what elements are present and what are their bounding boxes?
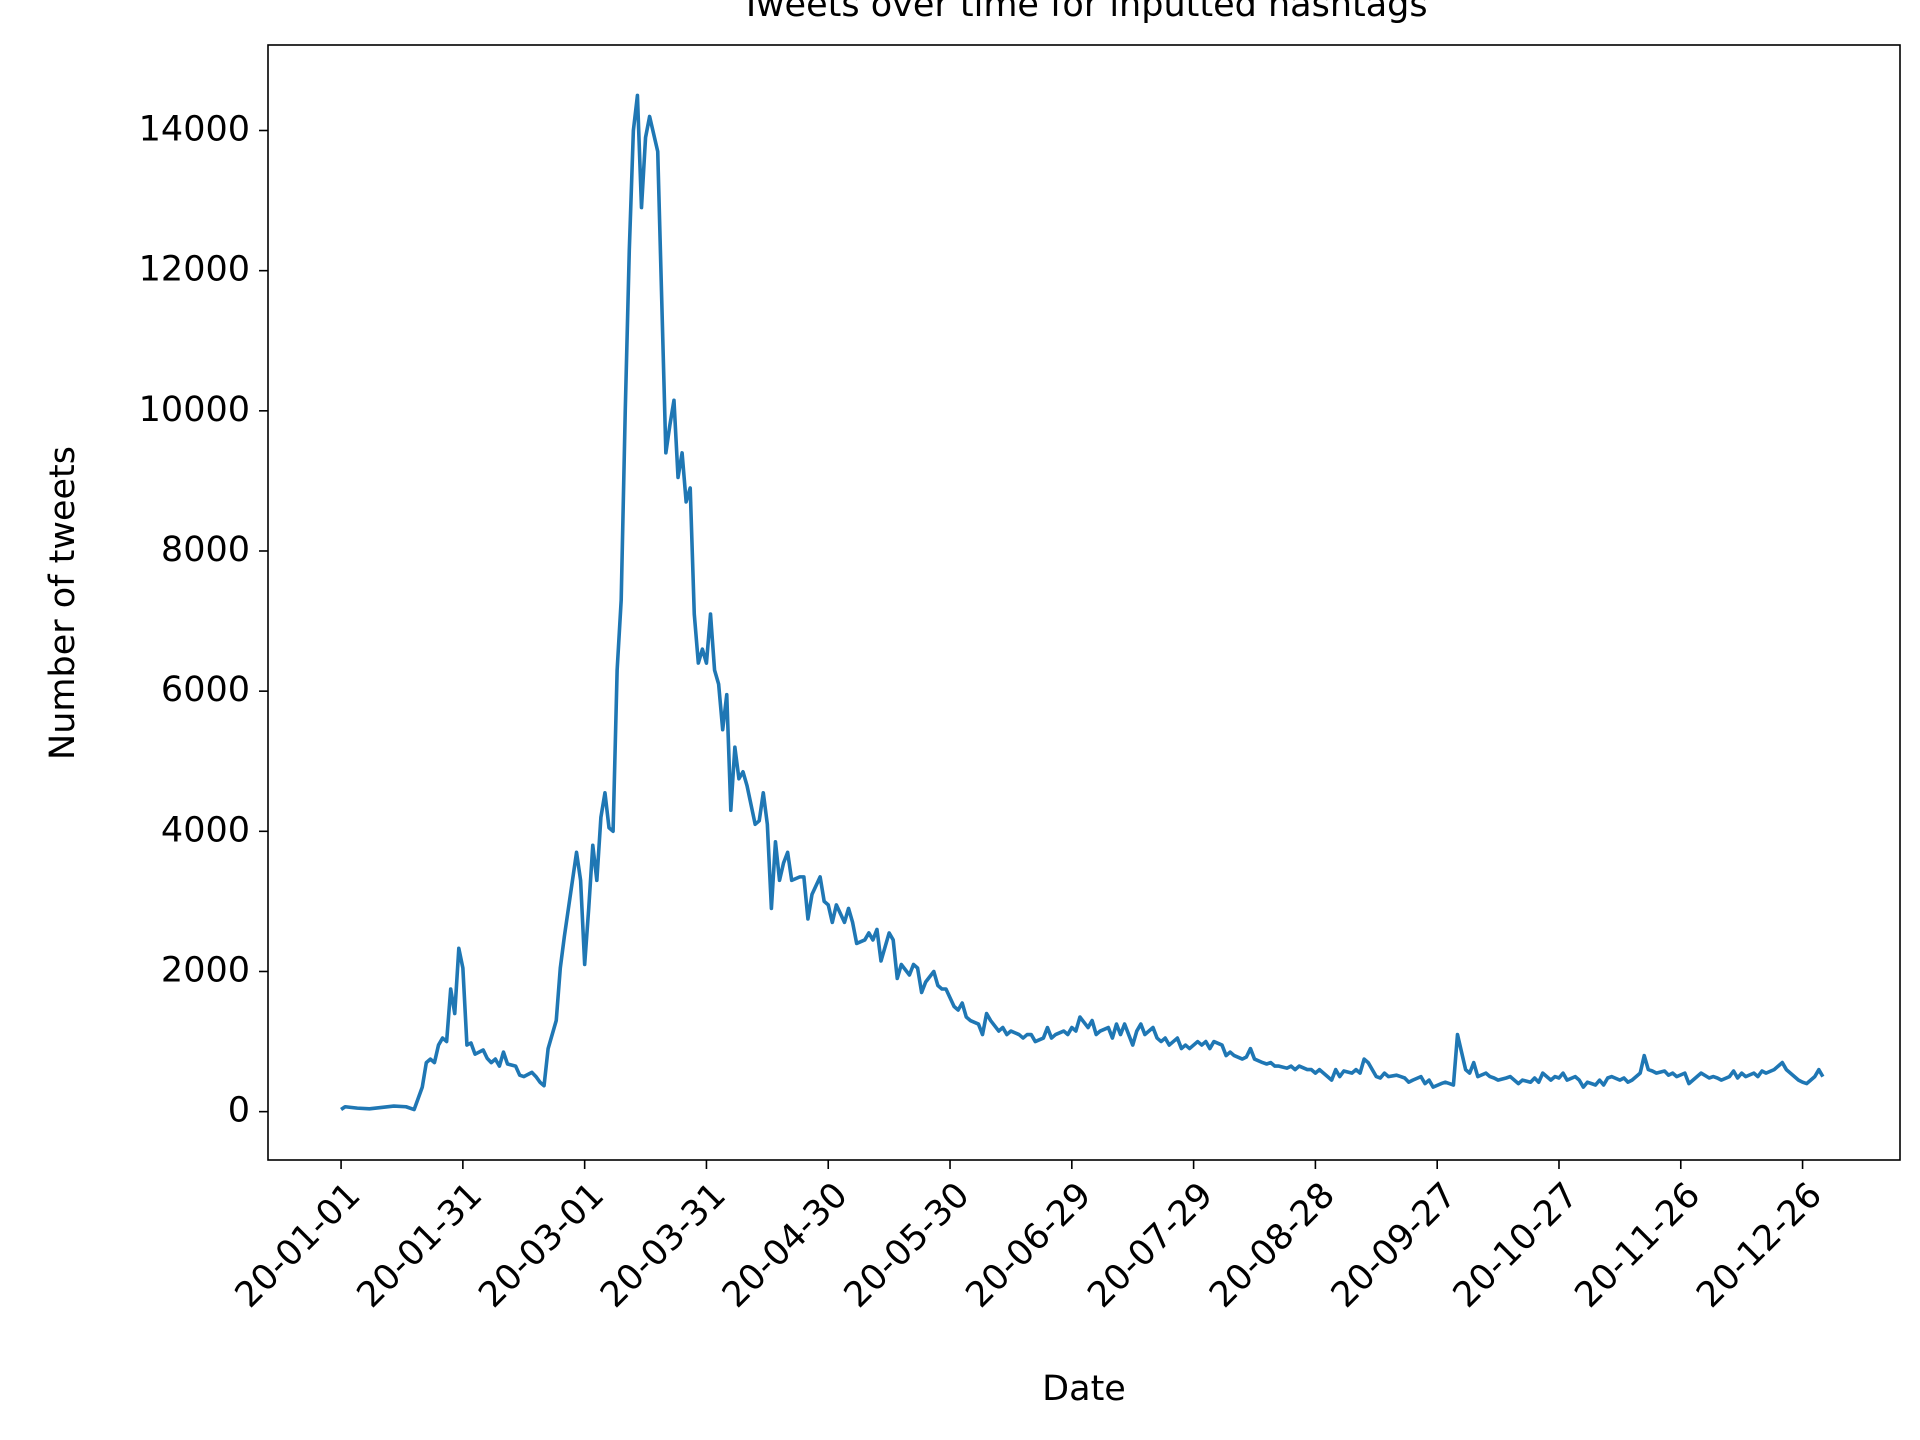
x-tick-label: 20-11-26 [1568,1175,1709,1316]
x-tick-label: 20-08-28 [1202,1175,1343,1316]
x-tick-label: 20-01-31 [350,1175,491,1316]
y-tick-label: 4000 [161,810,250,850]
x-tick-label: 20-10-27 [1446,1175,1587,1316]
y-tick-label: 14000 [139,109,250,149]
x-tick-label: 20-09-27 [1324,1175,1465,1316]
x-tick-label: 20-07-29 [1080,1175,1221,1316]
y-tick-label: 0 [228,1091,250,1131]
x-axis-label: Date [1042,1369,1126,1409]
x-tick-label: 20-03-31 [593,1175,734,1316]
axes-frame [267,44,1901,1161]
x-tick-label: 20-12-26 [1689,1175,1830,1316]
y-tick-label: 10000 [139,390,250,430]
y-tick-label: 8000 [161,530,250,570]
x-tick-label: 20-04-30 [715,1175,856,1316]
x-tick-label: 20-03-01 [471,1175,612,1316]
y-tick-label: 12000 [139,250,250,290]
x-tick-label: 20-06-29 [959,1175,1100,1316]
x-tick-label: 20-01-01 [228,1175,369,1316]
chart-title: Tweets over time for inputted hashtags [739,0,1427,25]
plot-area: 0 2000 4000 6000 8000 10000 12000 14000 20-01-01… [139,93,1830,1316]
y-tick-label: 6000 [161,670,250,710]
data-line [340,93,1825,1112]
y-axis-label: Number of tweets [43,446,83,760]
x-tick-label: 20-05-30 [837,1175,978,1316]
y-tick-label: 2000 [161,950,250,990]
